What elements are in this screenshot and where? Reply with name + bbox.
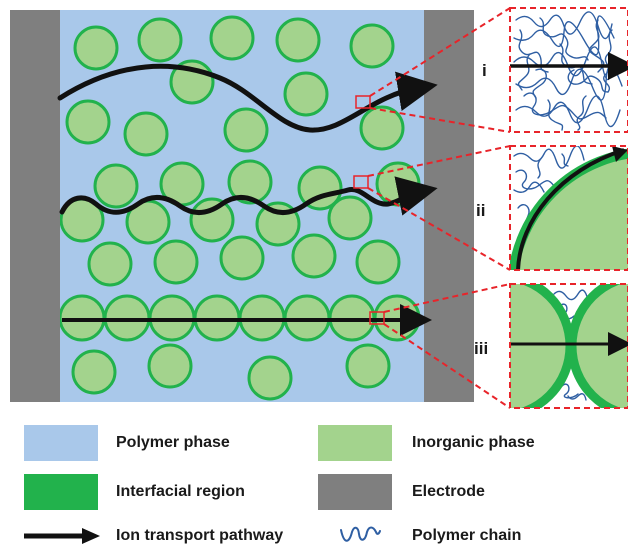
interface-pathway: [59, 176, 438, 216]
legend-label-polymer-phase: Polymer phase: [116, 434, 230, 451]
inorganic-particle: [345, 343, 391, 389]
inset-iii: [509, 283, 628, 409]
inorganic-particle: [65, 99, 111, 145]
inorganic-particle: [93, 163, 139, 209]
inorganic-particle: [147, 343, 193, 389]
inorganic-particle: [247, 355, 293, 401]
inorganic-particle: [137, 17, 183, 63]
inorganic-particle: [355, 239, 401, 285]
inset-label-i: i: [482, 61, 487, 80]
inorganic-particle: [209, 15, 255, 61]
legend-label-ion-transport-pathway: Ion transport pathway: [116, 527, 284, 544]
inorganic-particle: [73, 25, 119, 71]
inset-ii: [509, 145, 628, 271]
inset-i: [509, 7, 628, 133]
inorganic-particle: [87, 241, 133, 287]
legend-swatch-inorganic-phase: [318, 425, 392, 461]
left-electrode: [10, 10, 60, 402]
inset-label-iii: iii: [474, 339, 488, 358]
legend-arrow-icon: [24, 528, 100, 544]
zoom-source-box-ii: [353, 175, 369, 189]
zoom-source-box-iii: [369, 311, 385, 325]
inorganic-particle: [359, 105, 405, 151]
zoom-source-box-i: [355, 95, 371, 109]
polymer-chain-icon: [340, 526, 381, 542]
inorganic-particle: [219, 235, 265, 281]
inorganic-particle: [123, 111, 169, 157]
legend-label-inorganic-phase: Inorganic phase: [412, 434, 535, 451]
polymer-chains: [513, 11, 623, 131]
inorganic-particle: [297, 165, 343, 211]
inorganic-particle: [223, 107, 269, 153]
inorganic-particle: [291, 233, 337, 279]
inorganic-particle: [283, 71, 329, 117]
inset-label-ii: ii: [476, 201, 485, 220]
legend-swatch-polymer-phase: [24, 425, 98, 461]
inorganic-particle-zoom: [510, 148, 628, 270]
zoom-connectors: [367, 7, 511, 409]
inorganic-particle-zoom: [567, 284, 628, 408]
legend-label-interfacial-region: Interfacial region: [116, 483, 245, 500]
inorganic-particle: [71, 349, 117, 395]
inorganic-particle: [227, 159, 273, 205]
inorganic-particle: [275, 17, 321, 63]
inorganic-particle: [189, 197, 235, 243]
pathway-arrow-ii: [516, 148, 625, 270]
right-electrode: [424, 10, 474, 402]
inorganic-particle: [153, 239, 199, 285]
inorganic-particle: [349, 23, 395, 69]
legend-label-electrode: Electrode: [412, 483, 485, 500]
polymer-pathway: [57, 63, 438, 133]
legend-swatch-interfacial-region: [24, 474, 98, 510]
inorganic-particle: [327, 195, 373, 241]
legend-label-polymer-chain: Polymer chain: [412, 527, 522, 544]
legend-swatch-electrode: [318, 474, 392, 510]
